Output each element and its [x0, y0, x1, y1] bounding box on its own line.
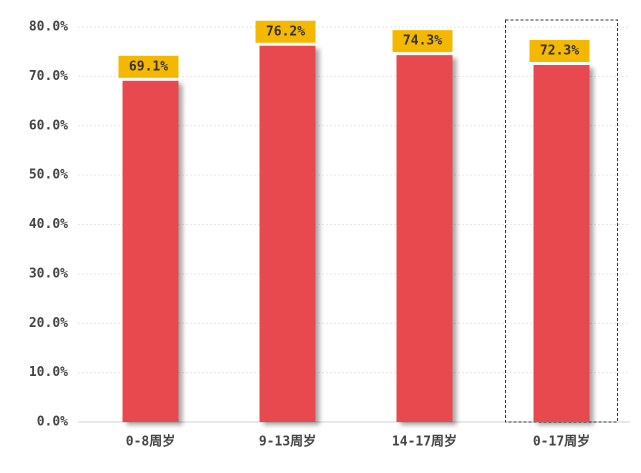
y-tick-label: 20.0% — [29, 316, 68, 331]
y-tick-label: 30.0% — [29, 266, 68, 281]
bar — [396, 55, 453, 423]
y-tick-label: 0.0% — [37, 415, 68, 430]
value-label: 76.2% — [266, 24, 305, 39]
value-label: 74.3% — [403, 34, 442, 49]
bar — [533, 65, 590, 423]
y-tick-label: 60.0% — [29, 118, 68, 133]
value-label-bg — [392, 30, 453, 53]
value-label: 69.1% — [129, 59, 168, 74]
y-tick-label: 10.0% — [29, 365, 68, 380]
value-label-bg — [255, 20, 316, 43]
value-label-bg — [529, 40, 590, 63]
bar — [259, 45, 316, 422]
x-tick-label: 0-8周岁 — [126, 434, 175, 450]
y-tick-label: 50.0% — [29, 168, 68, 183]
y-tick-label: 80.0% — [29, 20, 68, 35]
x-tick-label: 14-17周岁 — [392, 434, 457, 450]
y-tick-label: 70.0% — [29, 69, 68, 84]
y-tick-label: 40.0% — [29, 217, 68, 232]
value-label: 72.3% — [540, 44, 579, 59]
x-tick-label: 9-13周岁 — [259, 434, 316, 450]
value-label-bg — [118, 55, 179, 78]
x-tick-label: 0-17周岁 — [533, 434, 590, 450]
bar — [122, 80, 179, 422]
